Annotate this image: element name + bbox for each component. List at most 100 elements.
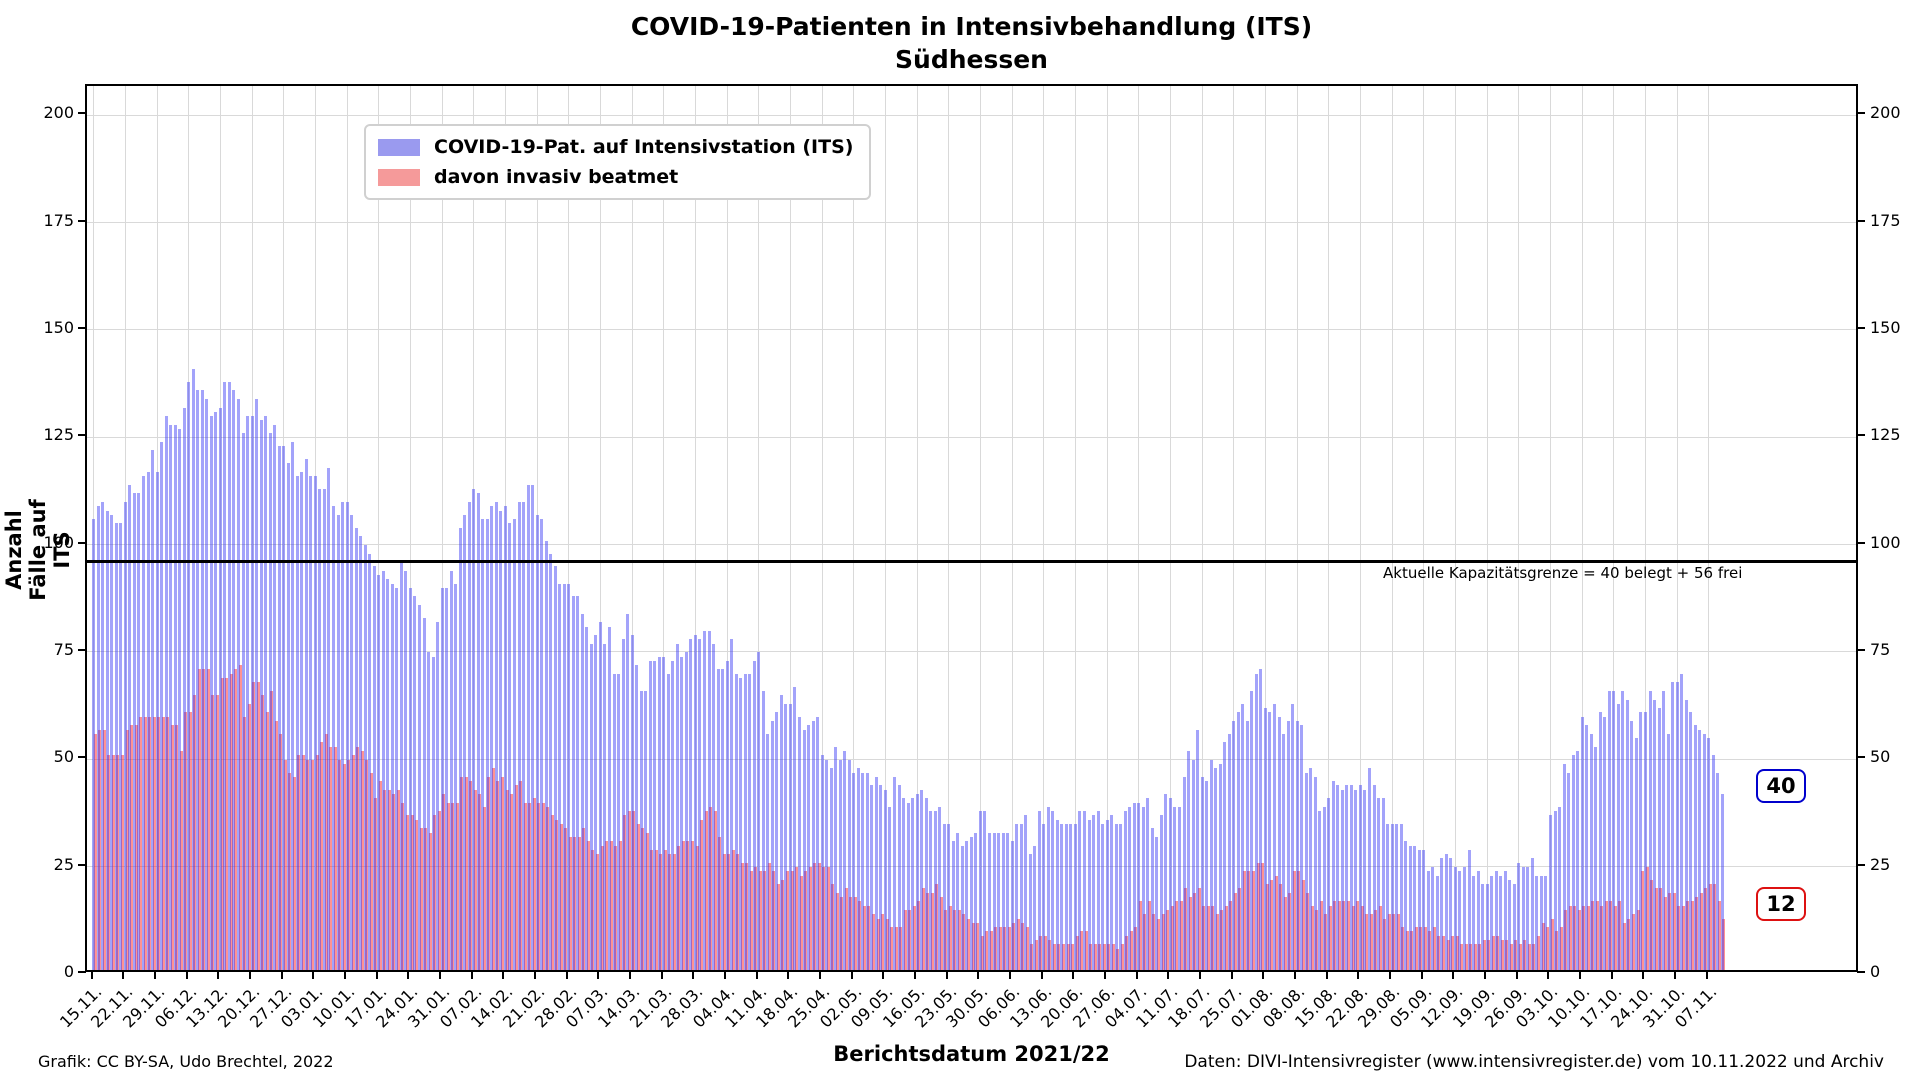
bar-ventilated <box>586 841 590 970</box>
y-tick-mark <box>78 863 86 866</box>
x-tick-mark <box>850 971 853 979</box>
bar-icu-total <box>350 514 354 970</box>
bar-icu-total <box>630 635 634 970</box>
bar-ventilated <box>234 669 238 970</box>
bar-icu-total <box>1092 815 1096 970</box>
bar-ventilated <box>356 746 360 970</box>
bar-ventilated <box>908 909 912 970</box>
bar-icu-total <box>1643 712 1647 970</box>
bar-ventilated <box>840 897 844 970</box>
bar-ventilated <box>134 725 138 970</box>
bar-icu-total <box>1567 772 1571 970</box>
bar-ventilated <box>939 897 943 970</box>
bar-ventilated <box>885 918 889 970</box>
bar-ventilated <box>419 828 423 970</box>
bar-icu-total <box>1250 690 1254 970</box>
bar-ventilated <box>1297 871 1301 970</box>
bar-icu-total <box>142 476 146 970</box>
bar-icu-total <box>137 493 141 970</box>
x-tick-mark <box>122 971 125 979</box>
bar-ventilated <box>1138 901 1142 970</box>
bar-icu-total <box>1512 884 1516 970</box>
bar-icu-total <box>1155 836 1159 970</box>
bar-icu-total <box>1051 811 1055 970</box>
bar-ventilated <box>727 854 731 970</box>
bar-icu-total <box>1263 708 1267 970</box>
bar-icu-total <box>874 776 878 970</box>
bar-ventilated <box>1197 888 1201 970</box>
bar-ventilated <box>1591 901 1595 970</box>
bar-icu-total <box>490 506 494 970</box>
bar-icu-total <box>1399 824 1403 970</box>
bar-icu-total <box>255 398 259 970</box>
v-gridline <box>1106 86 1108 970</box>
bar-icu-total <box>1494 871 1498 970</box>
bar-icu-total <box>1671 682 1675 970</box>
bar-ventilated <box>247 703 251 970</box>
bar-ventilated <box>917 901 921 970</box>
bar-ventilated <box>252 682 256 970</box>
legend-item-icu: COVID-19-Pat. auf Intensivstation (ITS) <box>378 136 853 158</box>
bar-icu-total <box>1006 832 1010 970</box>
bar-ventilated <box>220 678 224 970</box>
bar-ventilated <box>1595 901 1599 970</box>
bar-ventilated <box>406 815 410 970</box>
bar-ventilated <box>188 712 192 970</box>
bar-ventilated <box>125 729 129 970</box>
bar-icu-total <box>1711 755 1715 970</box>
bar-ventilated <box>243 716 247 970</box>
bar-ventilated <box>505 789 509 970</box>
bar-icu-total <box>847 759 851 970</box>
bar-icu-total <box>413 596 417 970</box>
bar-icu-total <box>1426 871 1430 970</box>
v-gridline <box>948 86 950 970</box>
bar-ventilated <box>1111 944 1115 970</box>
bar-ventilated <box>976 922 980 970</box>
bar-icu-total <box>1639 712 1643 970</box>
v-gridline <box>441 86 443 970</box>
bar-ventilated <box>1116 948 1120 970</box>
bar-ventilated <box>930 892 934 970</box>
bar-icu-total <box>911 798 915 970</box>
bar-ventilated <box>1659 888 1663 970</box>
y-tick-label-left: 50 <box>53 747 74 767</box>
legend-label-icu: COVID-19-Pat. auf Intensivstation (ITS) <box>434 136 854 158</box>
bar-icu-total <box>589 643 593 970</box>
bar-icu-total <box>571 596 575 970</box>
bar-ventilated <box>862 905 866 970</box>
x-tick-mark <box>914 971 917 979</box>
bar-ventilated <box>881 914 885 970</box>
bar-icu-total <box>449 570 453 970</box>
bar-icu-total <box>313 476 317 970</box>
bar-icu-total <box>1046 806 1050 970</box>
bar-icu-total <box>865 772 869 970</box>
bar-ventilated <box>894 927 898 970</box>
bar-ventilated <box>654 849 658 970</box>
bar-icu-total <box>1716 772 1720 970</box>
bar-icu-total <box>639 690 643 970</box>
bar-ventilated <box>1478 944 1482 970</box>
bar-icu-total <box>1535 875 1539 970</box>
bar-ventilated <box>1369 914 1373 970</box>
bar-icu-total <box>286 463 290 970</box>
bar-ventilated <box>392 793 396 970</box>
bar-ventilated <box>1315 909 1319 970</box>
bar-icu-total <box>1132 802 1136 970</box>
bar-icu-total <box>1119 824 1123 970</box>
bar-icu-total <box>241 433 245 970</box>
x-tick-mark <box>882 971 885 979</box>
x-tick-mark <box>692 971 695 979</box>
legend-swatch-red <box>378 168 420 186</box>
x-tick-mark <box>1357 971 1360 979</box>
v-gridline <box>1296 86 1298 970</box>
bar-icu-total <box>757 652 761 970</box>
bar-ventilated <box>1188 897 1192 970</box>
v-gridline <box>1201 86 1203 970</box>
bar-icu-total <box>268 433 272 970</box>
bar-icu-total <box>332 506 336 970</box>
h-gridline <box>87 114 1856 116</box>
bar-icu-total <box>607 626 611 970</box>
bar-icu-total <box>1173 806 1177 970</box>
bar-icu-total <box>1368 768 1372 970</box>
y-tick-mark <box>1857 434 1865 437</box>
